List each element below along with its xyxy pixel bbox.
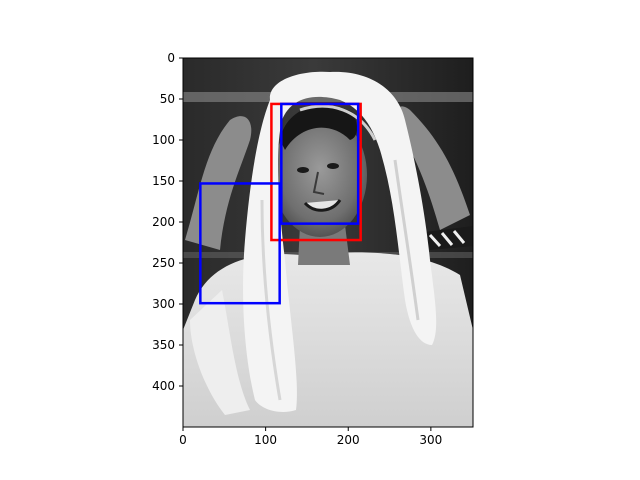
photo-image <box>183 58 473 427</box>
y-tick-label: 0 <box>167 51 175 65</box>
y-tick-label: 350 <box>152 338 175 352</box>
y-tick-label: 150 <box>152 174 175 188</box>
y-tick-label: 300 <box>152 297 175 311</box>
x-axis: 0 100 200 300 <box>179 427 442 447</box>
x-tick-label: 0 <box>179 433 187 447</box>
bounding-boxes <box>199 102 362 305</box>
y-tick-label: 50 <box>160 92 175 106</box>
y-tick-label: 250 <box>152 256 175 270</box>
y-tick-label: 400 <box>152 379 175 393</box>
y-tick-label: 100 <box>152 133 175 147</box>
bounding-box-2 <box>280 102 360 225</box>
x-tick-label: 200 <box>337 433 360 447</box>
y-axis: 0 50 100 150 200 250 300 350 400 <box>152 51 183 393</box>
x-tick-label: 100 <box>254 433 277 447</box>
axes-frame <box>182 57 474 428</box>
y-tick-label: 200 <box>152 215 175 229</box>
bounding-box-3 <box>199 182 281 305</box>
x-tick-label: 300 <box>419 433 442 447</box>
